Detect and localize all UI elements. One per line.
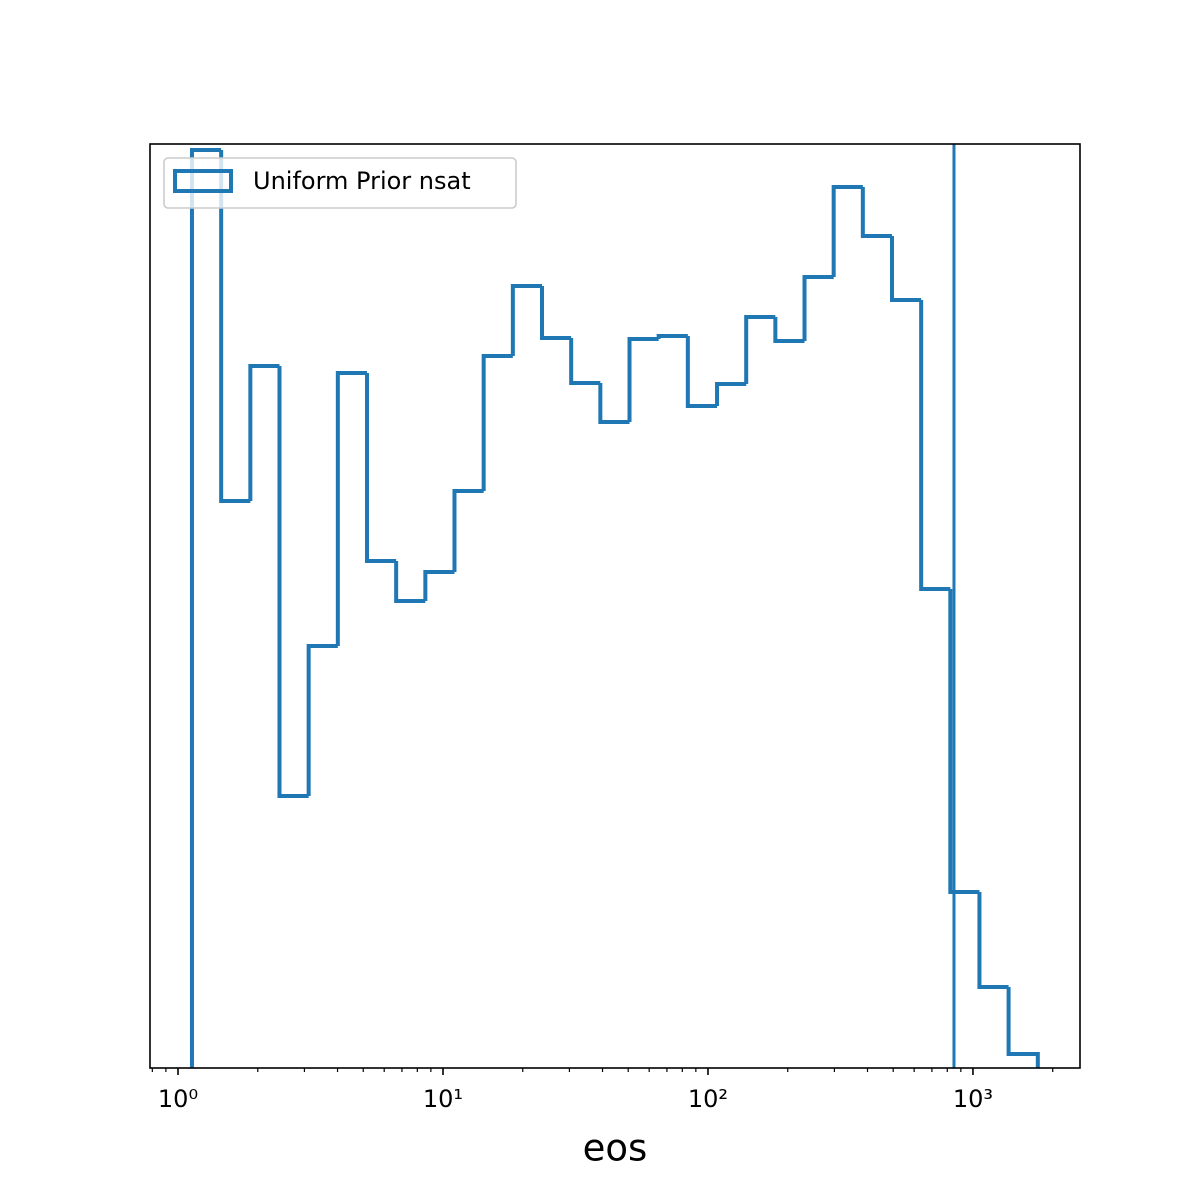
histogram-bar: [365, 373, 397, 563]
histogram-bar: [802, 275, 834, 341]
histogram-bar: [715, 382, 747, 406]
histogram-bar: [598, 383, 630, 424]
x-tick-label: 10²: [688, 1085, 728, 1113]
histogram-bar: [744, 315, 776, 384]
histogram-bar: [919, 300, 951, 591]
histogram-bar: [335, 371, 367, 646]
histogram-bar: [948, 589, 980, 894]
plot-area: [189, 144, 1040, 1068]
histogram-bar: [306, 644, 338, 796]
histogram-bar: [539, 286, 572, 340]
histogram-bar: [394, 561, 426, 603]
histogram-bar: [569, 338, 601, 385]
axes-frame: [149, 143, 1081, 1069]
histogram-bar: [977, 892, 1009, 989]
histogram-bar: [248, 364, 280, 501]
legend-swatch: [173, 169, 233, 193]
histogram-bar: [510, 284, 542, 356]
histogram-bar: [219, 150, 251, 503]
histogram-bar: [189, 148, 222, 1068]
x-tick-label: 10¹: [423, 1085, 463, 1113]
legend-box: [163, 157, 517, 209]
histogram-bar: [1006, 987, 1040, 1068]
legend-label: Uniform Prior nsat: [253, 167, 471, 195]
histogram-bar: [656, 334, 688, 339]
histogram-bar: [277, 366, 309, 798]
histogram-bar: [831, 185, 863, 277]
histogram-bar: [685, 336, 718, 408]
histogram-bar: [481, 354, 513, 491]
x-tick-label: 10⁰: [158, 1085, 198, 1113]
histogram-bar: [890, 236, 922, 302]
x-axis-label: eos: [583, 1127, 648, 1170]
histogram-bar: [452, 489, 484, 572]
histogram-bar: [773, 317, 805, 343]
histogram-bar: [423, 570, 455, 601]
legend: Uniform Prior nsat: [163, 157, 517, 209]
x-tick-label: 10³: [953, 1085, 993, 1113]
histogram-bar: [860, 187, 893, 238]
histogram-bar: [627, 337, 659, 422]
